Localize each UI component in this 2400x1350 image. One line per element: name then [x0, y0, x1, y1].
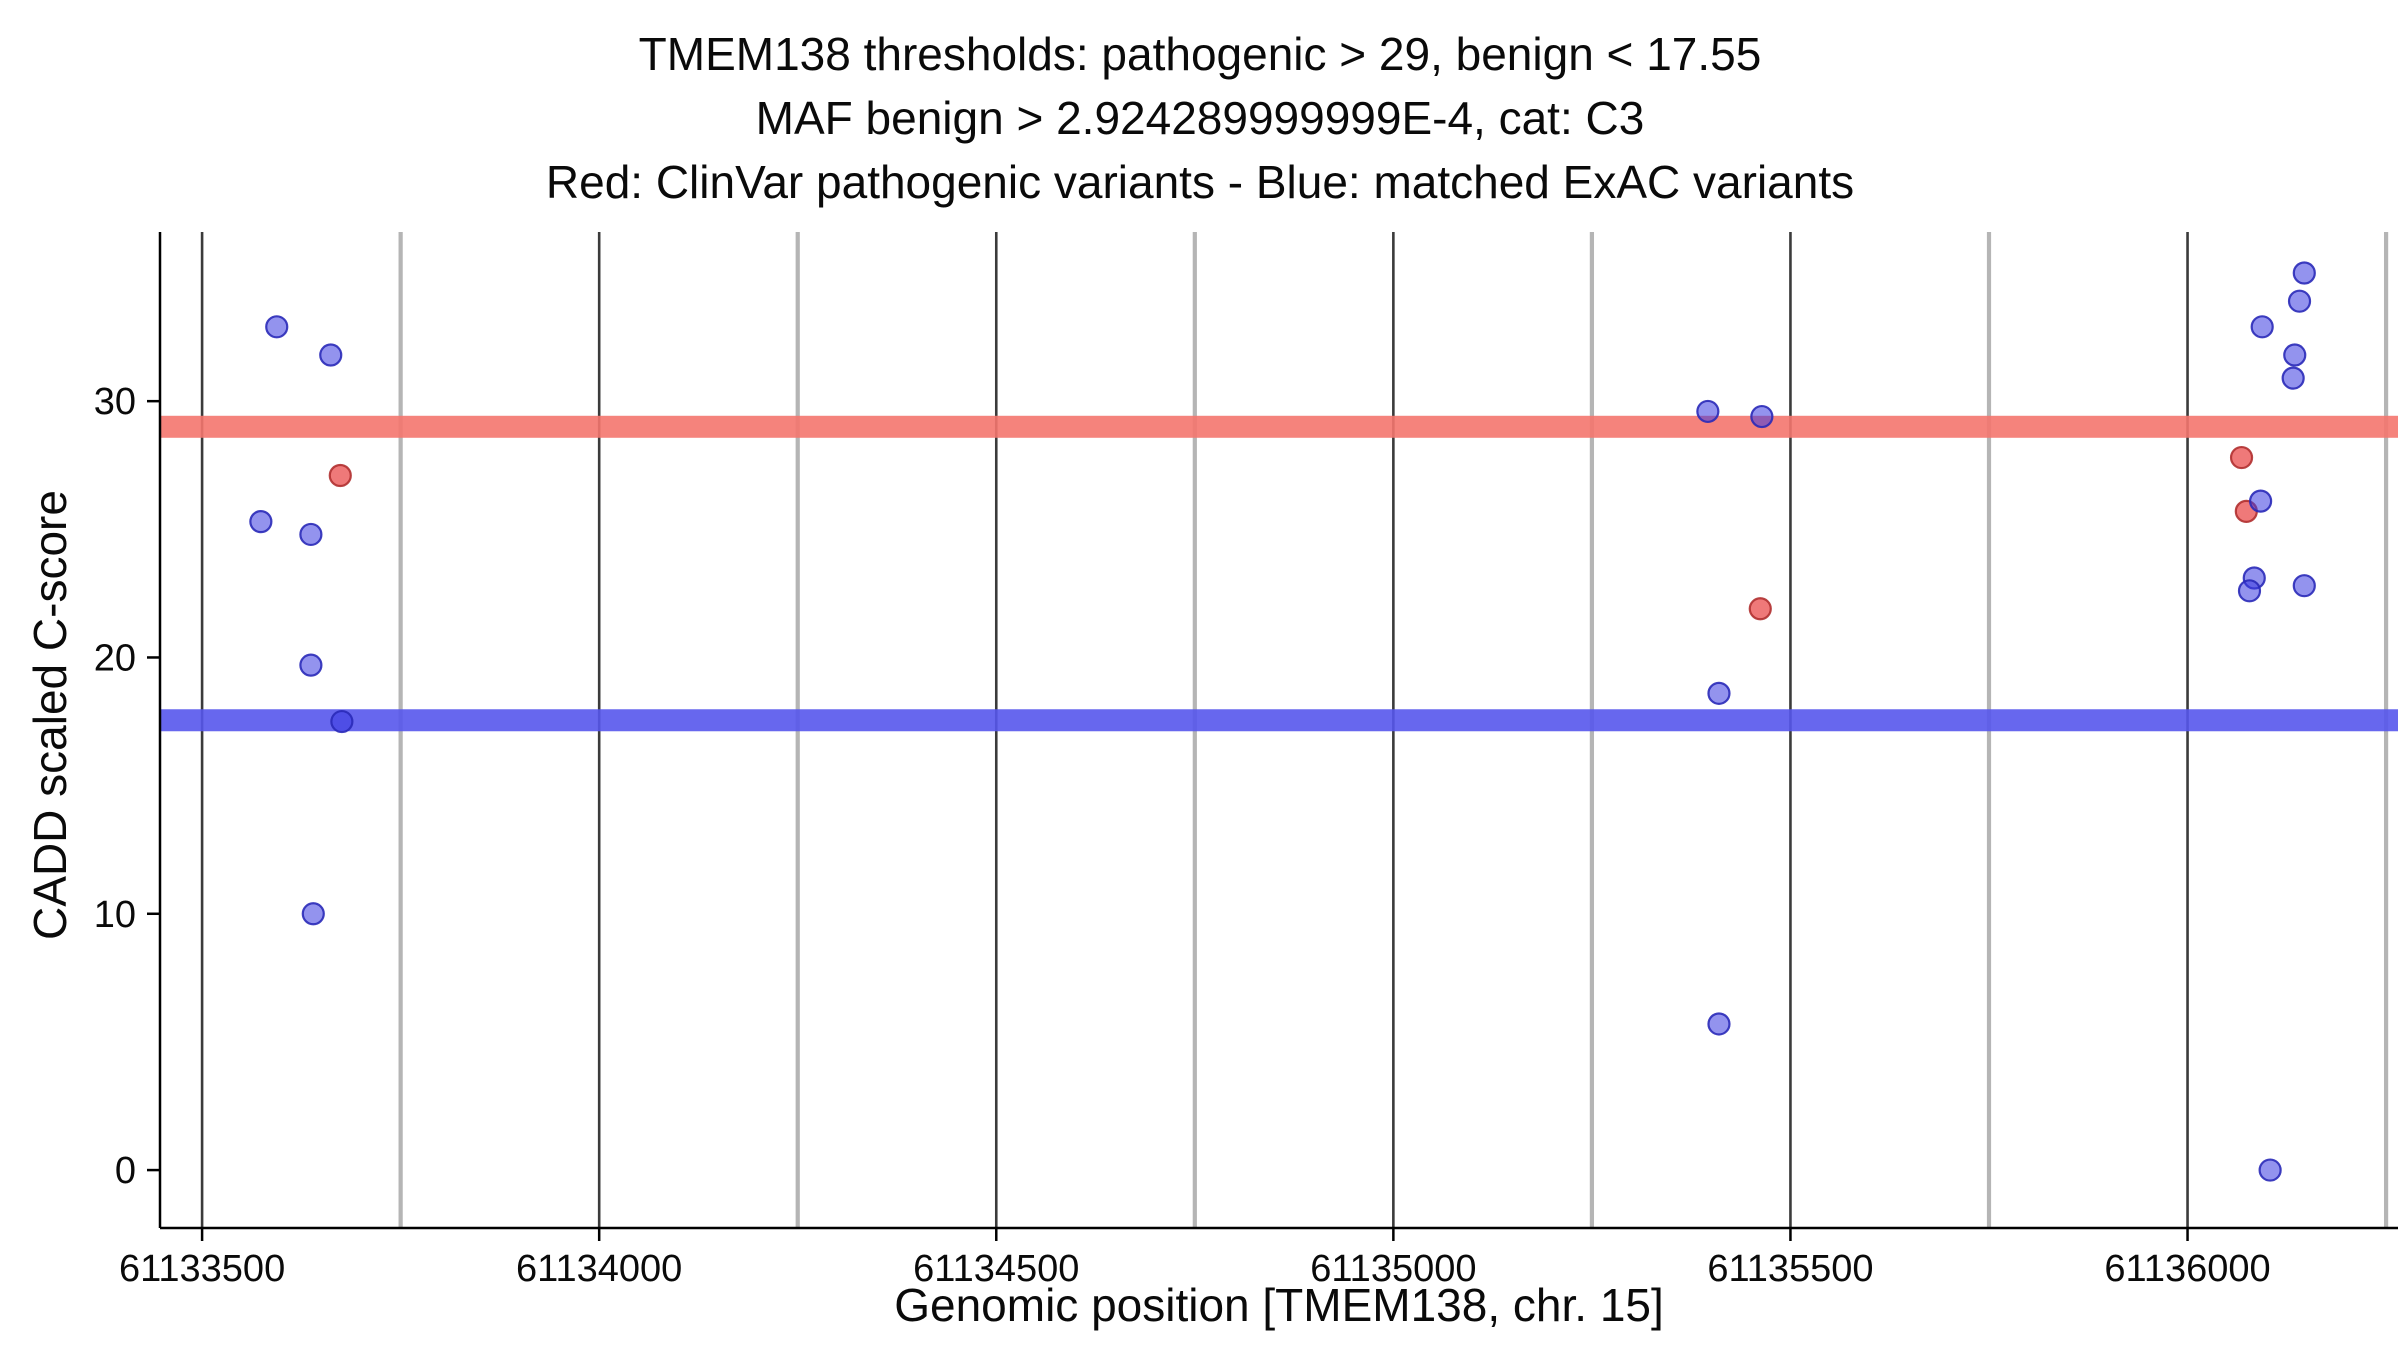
exac-variant-point — [2292, 574, 2316, 598]
exac-variant-point — [299, 653, 323, 677]
exac-variant-point — [2292, 261, 2316, 285]
exac-variant-point — [2287, 289, 2312, 313]
x-tick-label: 61135000 — [1310, 1248, 1476, 1290]
x-tick-label: 61134000 — [516, 1248, 682, 1290]
exac-variant-point — [2283, 343, 2307, 367]
exac-variant-point — [299, 522, 323, 547]
x-tick-label: 61135500 — [1707, 1248, 1873, 1290]
exac-variant-point — [249, 510, 273, 534]
y-axis-label: CADD scaled C-score — [24, 490, 76, 940]
exac-variant-point — [1696, 399, 1720, 424]
exac-variant-point — [1707, 1012, 1731, 1036]
x-tick-label: 61134500 — [913, 1248, 1079, 1290]
chart-title-line-2: MAF benign > 2.924289999999E-4, cat: C3 — [755, 92, 1645, 144]
clinvar-pathogenic-point — [1748, 597, 1772, 621]
exac-variant-point — [1707, 681, 1731, 705]
x-tick-label: 61136000 — [2104, 1248, 2270, 1290]
exac-variant-point — [2249, 489, 2273, 513]
threshold-band-benign — [160, 709, 2398, 732]
chart-title-line-3: Red: ClinVar pathogenic variants - Blue:… — [545, 156, 1855, 208]
y-tick-label: 10 — [94, 894, 136, 936]
exac-variant-point — [301, 902, 325, 926]
exac-variant-point — [2281, 366, 2305, 390]
exac-variant-point — [330, 709, 354, 734]
y-tick-label: 20 — [94, 637, 136, 679]
exac-variant-point — [319, 343, 343, 367]
x-tick-label: 61133500 — [119, 1248, 285, 1290]
y-tick-label: 0 — [115, 1150, 136, 1192]
clinvar-pathogenic-point — [2229, 445, 2254, 470]
x-axis-label: Genomic position [TMEM138, chr. 15] — [894, 1279, 1664, 1331]
chart-title-line-1: TMEM138 thresholds: pathogenic > 29, ben… — [638, 28, 1762, 80]
y-tick-label: 30 — [94, 381, 136, 423]
exac-variant-point — [2250, 315, 2274, 339]
exac-variant-point — [1750, 404, 1774, 429]
clinvar-pathogenic-point — [328, 463, 352, 488]
exac-variant-point — [265, 315, 289, 339]
chart-title: TMEM138 thresholds: pathogenic > 29, ben… — [0, 22, 2400, 214]
exac-variant-point — [2258, 1158, 2282, 1182]
threshold-band-pathogenic — [160, 415, 2398, 438]
exac-variant-point — [2237, 579, 2262, 603]
